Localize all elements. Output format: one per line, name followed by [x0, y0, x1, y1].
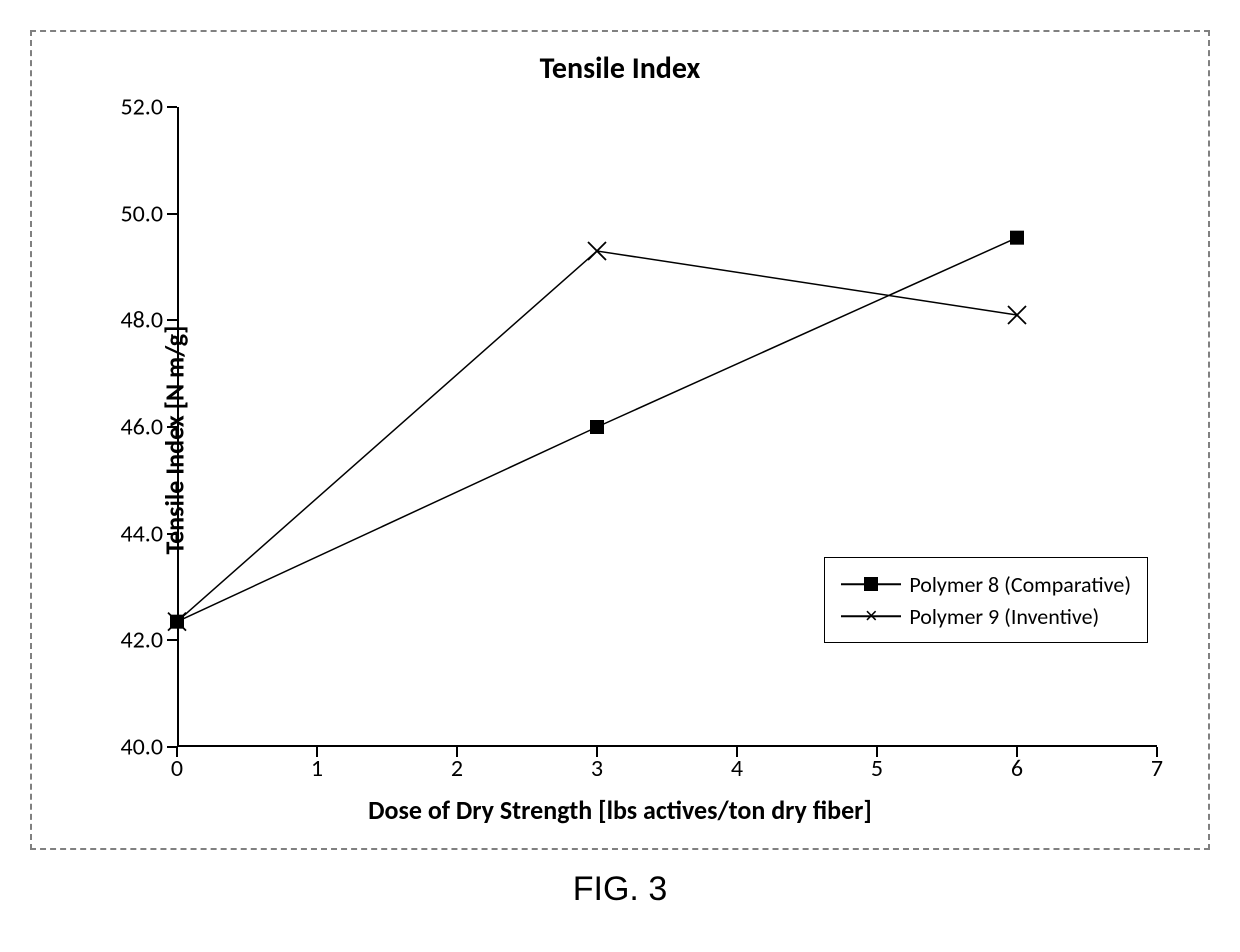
x-tick-label: 7 — [1151, 754, 1163, 783]
x-tick-mark — [176, 747, 178, 757]
y-tick-label: 52.0 — [120, 93, 163, 122]
y-tick-label: 48.0 — [120, 306, 163, 335]
x-tick-mark — [1156, 747, 1158, 757]
x-tick-mark — [876, 747, 878, 757]
legend-item: × Polymer 9 (Inventive) — [841, 600, 1131, 632]
x-tick-label: 2 — [451, 754, 463, 783]
legend: Polymer 8 (Comparative) × Polymer 9 (Inven… — [824, 557, 1148, 643]
x-tick-label: 3 — [591, 754, 603, 783]
y-tick-mark — [167, 213, 177, 215]
y-tick-label: 46.0 — [120, 413, 163, 442]
x-tick-label: 1 — [311, 754, 323, 783]
x-axis-label: Dose of Dry Strength [lbs actives/ton dr… — [32, 794, 1208, 826]
x-tick-mark — [1016, 747, 1018, 757]
x-tick-label: 6 — [1011, 754, 1023, 783]
x-tick-mark — [596, 747, 598, 757]
y-tick-mark — [167, 319, 177, 321]
x-tick-mark — [736, 747, 738, 757]
y-tick-mark — [167, 426, 177, 428]
legend-symbol — [841, 572, 901, 596]
y-tick-mark — [167, 533, 177, 535]
y-tick-mark — [167, 106, 177, 108]
x-tick-label: 5 — [871, 754, 883, 783]
y-tick-label: 50.0 — [120, 199, 163, 228]
legend-item: Polymer 8 (Comparative) — [841, 568, 1131, 600]
x-tick-label: 0 — [171, 754, 183, 783]
y-tick-label: 42.0 — [120, 626, 163, 655]
y-tick-label: 44.0 — [120, 519, 163, 548]
y-tick-label: 40.0 — [120, 733, 163, 762]
legend-label: Polymer 8 (Comparative) — [909, 571, 1131, 598]
legend-symbol: × — [841, 604, 901, 628]
x-tick-mark — [456, 747, 458, 757]
figure-caption: FIG. 3 — [0, 870, 1240, 909]
chart-frame: Tensile Index Tensile Index [N m/g] Dose… — [30, 30, 1210, 850]
x-tick-mark — [316, 747, 318, 757]
y-tick-mark — [167, 639, 177, 641]
legend-label: Polymer 9 (Inventive) — [909, 603, 1099, 630]
plot-area — [177, 107, 1157, 747]
chart-title: Tensile Index — [32, 50, 1208, 87]
x-tick-label: 4 — [731, 754, 743, 783]
